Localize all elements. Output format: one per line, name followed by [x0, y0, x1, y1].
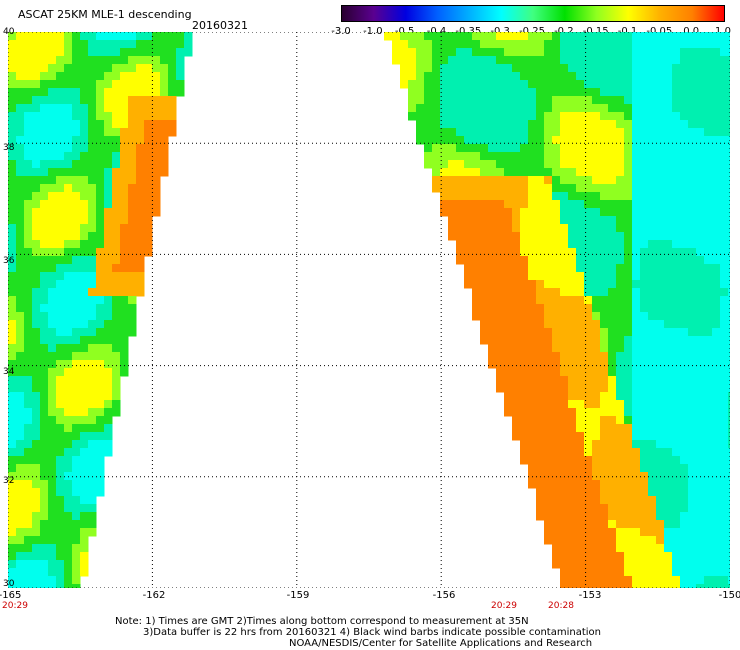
- colorbar-tick-label: 0.0: [683, 26, 700, 37]
- plot-date: 20160321: [192, 19, 248, 32]
- x-tick-label: -150: [718, 590, 740, 601]
- footnote-line-2: 3)Data buffer is 22 hrs from 20160321 4)…: [143, 627, 601, 638]
- swath-left: [8, 32, 193, 588]
- y-tick-label: 36: [3, 256, 15, 266]
- colorbar: [341, 5, 725, 22]
- y-tick-label: 34: [3, 367, 15, 377]
- time-label: 20:29: [491, 601, 517, 611]
- grid-lines: [8, 32, 730, 588]
- y-tick-label: 40: [3, 27, 15, 37]
- x-tick-label: -159: [286, 590, 310, 601]
- colorbar-tick-label: -0.1: [617, 26, 638, 37]
- footnote-line-3: NOAA/NESDIS/Center for Satellite Applica…: [289, 638, 593, 649]
- colorbar-tick-label: -0.2: [554, 26, 574, 37]
- colorbar-tick-label: -0.15: [582, 26, 609, 37]
- time-label: 20:29: [2, 601, 28, 611]
- x-tick-label: -162: [142, 590, 166, 601]
- plot-title: ASCAT 25KM MLE-1 descending: [18, 8, 192, 21]
- colorbar-tick-label: -0.05: [646, 26, 673, 37]
- swath-right: [384, 32, 730, 588]
- x-tick-label: -156: [432, 590, 456, 601]
- y-tick-label: 30: [3, 579, 15, 589]
- y-tick-label: 38: [3, 143, 15, 153]
- y-tick-label: 32: [3, 476, 15, 486]
- wind-map: [8, 32, 730, 588]
- x-tick-label: -165: [0, 590, 22, 601]
- x-tick-label: -153: [578, 590, 602, 601]
- footnote-line-1: Note: 1) Times are GMT 2)Times along bot…: [115, 616, 529, 627]
- colorbar-tick-label: 1.0: [715, 26, 731, 37]
- time-label: 20:28: [548, 601, 574, 611]
